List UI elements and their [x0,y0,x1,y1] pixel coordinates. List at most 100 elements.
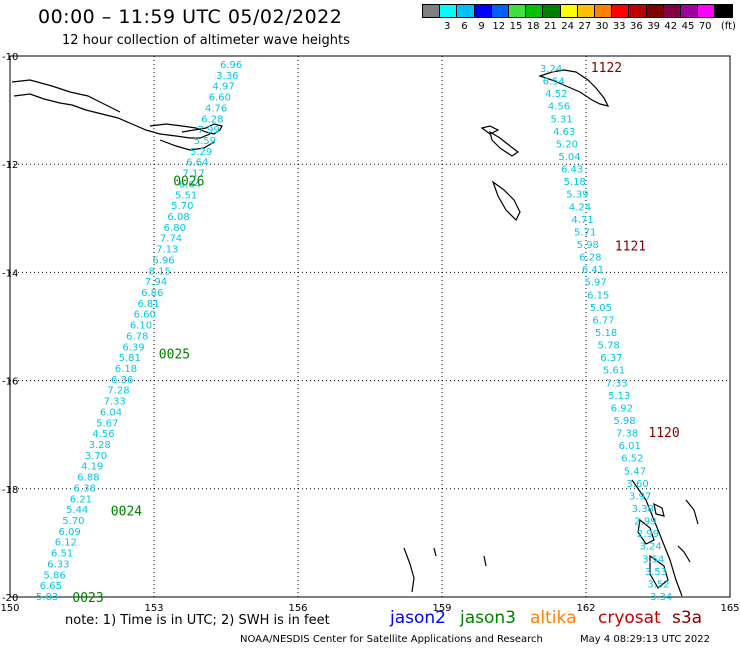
belep-coast [433,547,437,557]
wave-height-legend: 3 6 9 12 15 18 21 24 27 30 33 36 39 42 45 70 (ft) [422,4,736,38]
wave-height-label: 6.12 [55,538,77,549]
lat-tick-label: -14 [2,268,18,279]
credit-text: NOAA/NESDIS Center for Satellite Applica… [240,634,543,645]
wave-height-label: 7.33 [605,378,627,389]
lon-tick-label: 150 [0,603,19,614]
wave-height-label: 5.05 [590,303,612,314]
wave-height-label: 6.09 [59,527,81,538]
satellite-name: s3a [672,608,703,628]
wave-height-label: 5.83 [36,592,58,603]
south-papua-coast [159,139,215,151]
wave-height-label: 5.67 [96,418,118,429]
wave-height-label: 3.34 [650,592,672,603]
legend-label: 3 [444,21,451,32]
satellite-name: cryosat [598,608,661,628]
wave-height-label: 6.77 [592,315,614,326]
wave-height-label: 6.65 [40,581,62,592]
wave-height-label: 5.44 [66,505,88,516]
wave-height-label: 2.99 [637,529,659,540]
wave-height-label: 8.15 [149,266,171,277]
footnote: note: 1) Time is in UTC; 2) SWH is in fe… [65,613,330,628]
time-marker: 0026 [173,174,204,189]
wave-height-label: 6.54 [543,77,565,88]
wave-height-label: 5.20 [556,139,578,150]
new-ireland-coast [11,79,121,113]
wave-height-label: 4.56 [92,429,114,440]
legend-label: 15 [509,21,523,32]
wave-height-label: 5.81 [119,353,141,364]
wave-height-label: 7.99 [197,125,219,136]
wave-height-label: 6.36 [111,375,133,386]
wave-height-label: 5.61 [603,366,625,377]
legend-label: 12 [492,21,506,32]
wave-height-label: 4.71 [571,215,593,226]
wave-height-label: 3.36 [216,71,238,82]
wave-height-label: 7.74 [160,234,182,245]
wave-height-label: 2.99 [634,517,656,528]
new-caledonia-north-coast [403,547,415,593]
lat-lon-grid: 150 153 156 159 162 165 -10 -12 -14 -16 -18 -20 [0,52,739,614]
lat-tick-label: -16 [2,377,18,388]
wave-height-label: 6.88 [77,473,99,484]
wave-height-label: 5.29 [190,147,212,158]
legend-unit: (ft) [720,21,736,32]
wave-height-label: 3.97 [629,491,651,502]
wave-height-label: 6.96 [220,60,242,71]
altimeter-tracks: 6.963.364.976.604.766.287.995.595.296.64… [36,60,672,603]
wave-height-label: 5.71 [574,227,596,238]
wave-height-label: 5.70 [171,201,193,212]
legend-label: 45 [681,21,695,32]
wave-height-label: 6.28 [201,114,223,125]
wave-height-label: 6.15 [587,290,609,301]
legend-label: 24 [561,21,574,32]
wave-height-label: 5.04 [558,152,580,163]
map-frame [9,55,731,598]
wave-height-label: 6.64 [179,179,201,190]
malaita-coast [480,125,500,135]
wave-height-label: 5.59 [194,136,216,147]
wave-height-label: 7.33 [104,397,126,408]
time-marker: 1120 [648,426,679,441]
legend-label: 36 [630,21,643,32]
wave-height-label: 7.38 [616,429,638,440]
wave-height-label: 4.76 [205,103,227,114]
wave-height-label: 3.54 [642,554,664,565]
wave-height-label: 4.97 [212,82,234,93]
wave-height-label: 6.43 [561,165,583,176]
legend-label: 27 [578,21,592,32]
wave-height-label: 6.01 [619,441,641,452]
lon-tick-label: 165 [720,603,739,614]
guadalcanal-coast [489,130,520,157]
wave-height-label: 4.24 [569,202,591,213]
wave-height-label: 5.78 [598,341,620,352]
time-marker: 1122 [591,61,622,76]
wave-height-label: 5.51 [175,190,197,201]
wave-height-label: 4.19 [81,462,103,473]
satellite-name: jason2 [390,608,446,628]
lon-tick-label: 162 [576,603,595,614]
wave-height-label: 7.17 [182,169,204,180]
wave-height-label: 6.39 [122,342,144,353]
wave-height-label: 6.92 [611,403,633,414]
wave-height-label: 3.70 [85,451,107,462]
legend-label: 42 [664,21,678,32]
bougainville-coast [538,69,610,107]
wave-height-label: 4.56 [548,102,570,113]
lat-tick-label: -10 [2,52,18,63]
wave-height-label: 5.39 [566,190,588,201]
wave-height-label: 5.98 [613,416,635,427]
satellite-name: altika [530,608,577,628]
wave-height-label: 6.04 [100,407,122,418]
wave-height-label: 7.28 [107,386,129,397]
legend-label: 21 [544,21,557,32]
wave-height-label: 6.52 [621,454,643,465]
wave-height-label: 6.80 [164,223,186,234]
wave-height-label: 5.70 [62,516,84,527]
chart-subtitle: 12 hour collection of altimeter wave hei… [62,33,350,48]
legend-label: 70 [698,21,712,32]
lat-tick-label: -12 [2,160,18,171]
wave-height-label: 6.78 [126,331,148,342]
tanna-coast [649,554,669,589]
wave-height-label: 3.52 [647,579,669,590]
